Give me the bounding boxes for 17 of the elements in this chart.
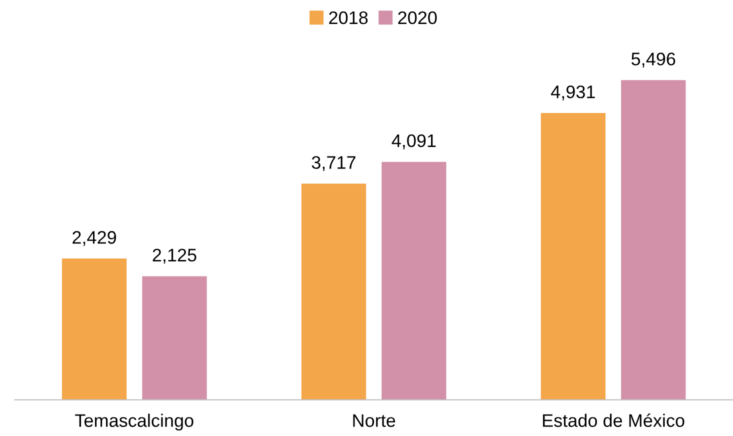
bar — [382, 162, 446, 400]
data-label: 3,717 — [312, 156, 356, 172]
data-label: 4,931 — [550, 85, 595, 100]
data-label: 2,429 — [72, 231, 116, 246]
data-label: 2,125 — [152, 248, 196, 264]
x-tick-label: Estado de México — [543, 413, 684, 427]
bar — [142, 276, 207, 400]
bar — [301, 184, 366, 400]
x-tick-label: Norte — [353, 414, 396, 427]
x-tick-label: Temascalcingo — [75, 414, 194, 431]
legend-label: 2018 — [329, 11, 368, 24]
bar — [621, 80, 686, 400]
bar — [62, 258, 127, 400]
bar — [540, 112, 606, 400]
data-label: 5,496 — [632, 52, 676, 68]
legend-label: 2020 — [398, 11, 437, 24]
data-label: 4,091 — [392, 134, 436, 150]
